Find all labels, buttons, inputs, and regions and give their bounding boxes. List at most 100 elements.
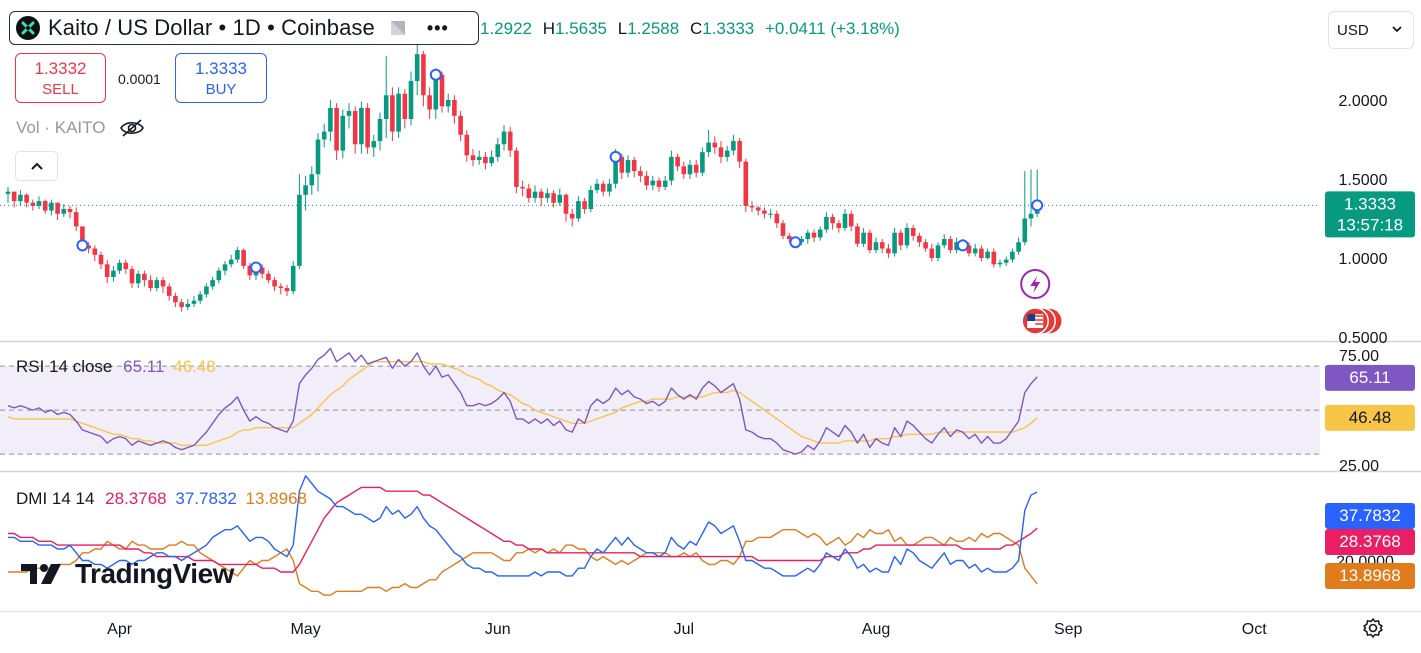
candle-body[interactable]	[266, 273, 271, 281]
candle-body[interactable]	[204, 286, 209, 295]
candle-body[interactable]	[824, 216, 829, 230]
candle-body[interactable]	[607, 183, 612, 192]
plus-di-line[interactable]	[8, 475, 1038, 577]
candle-body[interactable]	[557, 194, 563, 203]
rsi-value-label[interactable]: 65.11	[1325, 364, 1415, 391]
candle-body[interactable]	[650, 180, 656, 186]
candle-body[interactable]	[24, 194, 29, 203]
candle-body[interactable]	[408, 81, 414, 119]
candle-body[interactable]	[830, 216, 835, 224]
buy-button[interactable]: 1.3333 BUY	[175, 53, 267, 103]
candle-body[interactable]	[892, 232, 897, 254]
candle-body[interactable]	[421, 54, 426, 96]
candle-body[interactable]	[507, 131, 513, 151]
candle-body[interactable]	[731, 141, 736, 151]
candle-body[interactable]	[935, 245, 941, 258]
candle-body[interactable]	[569, 213, 575, 219]
candle-body[interactable]	[644, 175, 649, 186]
candle-body[interactable]	[774, 213, 780, 224]
candle-body[interactable]	[98, 254, 104, 265]
candle-body[interactable]	[588, 190, 594, 210]
candle-body[interactable]	[538, 191, 544, 198]
candle-body[interactable]	[346, 111, 352, 116]
candle-body[interactable]	[67, 209, 73, 213]
candle-body[interactable]	[687, 164, 693, 175]
candle-body[interactable]	[80, 226, 85, 246]
candle-body[interactable]	[867, 232, 873, 251]
candle-body[interactable]	[173, 295, 178, 303]
candle-body[interactable]	[340, 115, 346, 151]
candle-body[interactable]	[861, 232, 866, 244]
candle-body[interactable]	[476, 156, 482, 161]
candle-body[interactable]	[625, 160, 631, 173]
candle-body[interactable]	[1016, 242, 1021, 252]
candle-body[interactable]	[427, 95, 432, 110]
candle-body[interactable]	[123, 262, 129, 270]
candle-body[interactable]	[197, 294, 203, 301]
more-options-icon[interactable]: •••	[426, 17, 449, 38]
rsi-ma-value-label[interactable]: 46.48	[1325, 404, 1415, 431]
event-marker-icon[interactable]	[250, 261, 262, 274]
candle-body[interactable]	[972, 248, 978, 254]
rsi-pane[interactable]	[0, 347, 1320, 455]
event-marker-icon[interactable]	[609, 150, 622, 163]
candle-body[interactable]	[675, 156, 680, 167]
candle-body[interactable]	[594, 183, 600, 191]
candle-body[interactable]	[309, 174, 315, 186]
candle-body[interactable]	[483, 156, 488, 164]
candle-body[interactable]	[631, 160, 637, 172]
candle-body[interactable]	[111, 270, 116, 277]
candle-body[interactable]	[228, 259, 234, 265]
candle-body[interactable]	[396, 93, 401, 132]
candle-body[interactable]	[749, 205, 755, 208]
candle-body[interactable]	[693, 164, 699, 173]
candle-body[interactable]	[148, 280, 153, 289]
minus-di-line[interactable]	[8, 529, 1038, 596]
candle-body[interactable]	[948, 239, 953, 251]
candle-body[interactable]	[923, 242, 928, 249]
candle-body[interactable]	[49, 202, 54, 211]
candle-body[interactable]	[985, 251, 990, 258]
candle-body[interactable]	[135, 273, 141, 284]
plus-di-value-label[interactable]: 37.7832	[1325, 503, 1415, 529]
candle-body[interactable]	[470, 155, 476, 161]
candle-body[interactable]	[917, 235, 922, 243]
candle-body[interactable]	[30, 202, 36, 206]
event-marker-icon[interactable]	[76, 239, 89, 252]
sell-button[interactable]: 1.3332 SELL	[15, 53, 106, 103]
candle-body[interactable]	[439, 74, 445, 107]
candle-body[interactable]	[904, 227, 910, 246]
candle-body[interactable]	[619, 156, 625, 173]
candle-body[interactable]	[433, 74, 439, 110]
settings-gear-icon[interactable]	[1362, 617, 1384, 644]
us-economic-events-icon[interactable]	[1021, 307, 1063, 335]
candle-body[interactable]	[724, 150, 730, 157]
eye-hidden-icon[interactable]	[119, 118, 145, 138]
candle-body[interactable]	[42, 201, 48, 211]
candle-body[interactable]	[278, 286, 284, 289]
price-pane[interactable]	[0, 36, 1320, 335]
candle-body[interactable]	[321, 131, 327, 140]
candle-body[interactable]	[941, 239, 947, 246]
candle-body[interactable]	[210, 280, 215, 287]
candle-body[interactable]	[1003, 259, 1009, 263]
candle-body[interactable]	[656, 180, 662, 187]
candle-body[interactable]	[898, 232, 904, 246]
candle-body[interactable]	[290, 265, 296, 292]
candle-body[interactable]	[73, 212, 79, 227]
candle-body[interactable]	[700, 152, 705, 173]
tradingview-logo[interactable]: TradingView	[21, 558, 234, 590]
candle-body[interactable]	[315, 139, 321, 175]
candle-body[interactable]	[929, 248, 935, 258]
candle-body[interactable]	[11, 191, 17, 202]
candle-body[interactable]	[272, 280, 277, 287]
candle-body[interactable]	[55, 202, 60, 214]
candle-body[interactable]	[910, 227, 916, 236]
candle-body[interactable]	[259, 267, 265, 274]
candle-body[interactable]	[755, 207, 761, 211]
candle-body[interactable]	[737, 141, 742, 162]
dmi-legend[interactable]: DMI 14 14 28.3768 37.7832 13.8968	[16, 489, 307, 509]
candle-body[interactable]	[855, 226, 860, 244]
candle-body[interactable]	[743, 161, 749, 206]
